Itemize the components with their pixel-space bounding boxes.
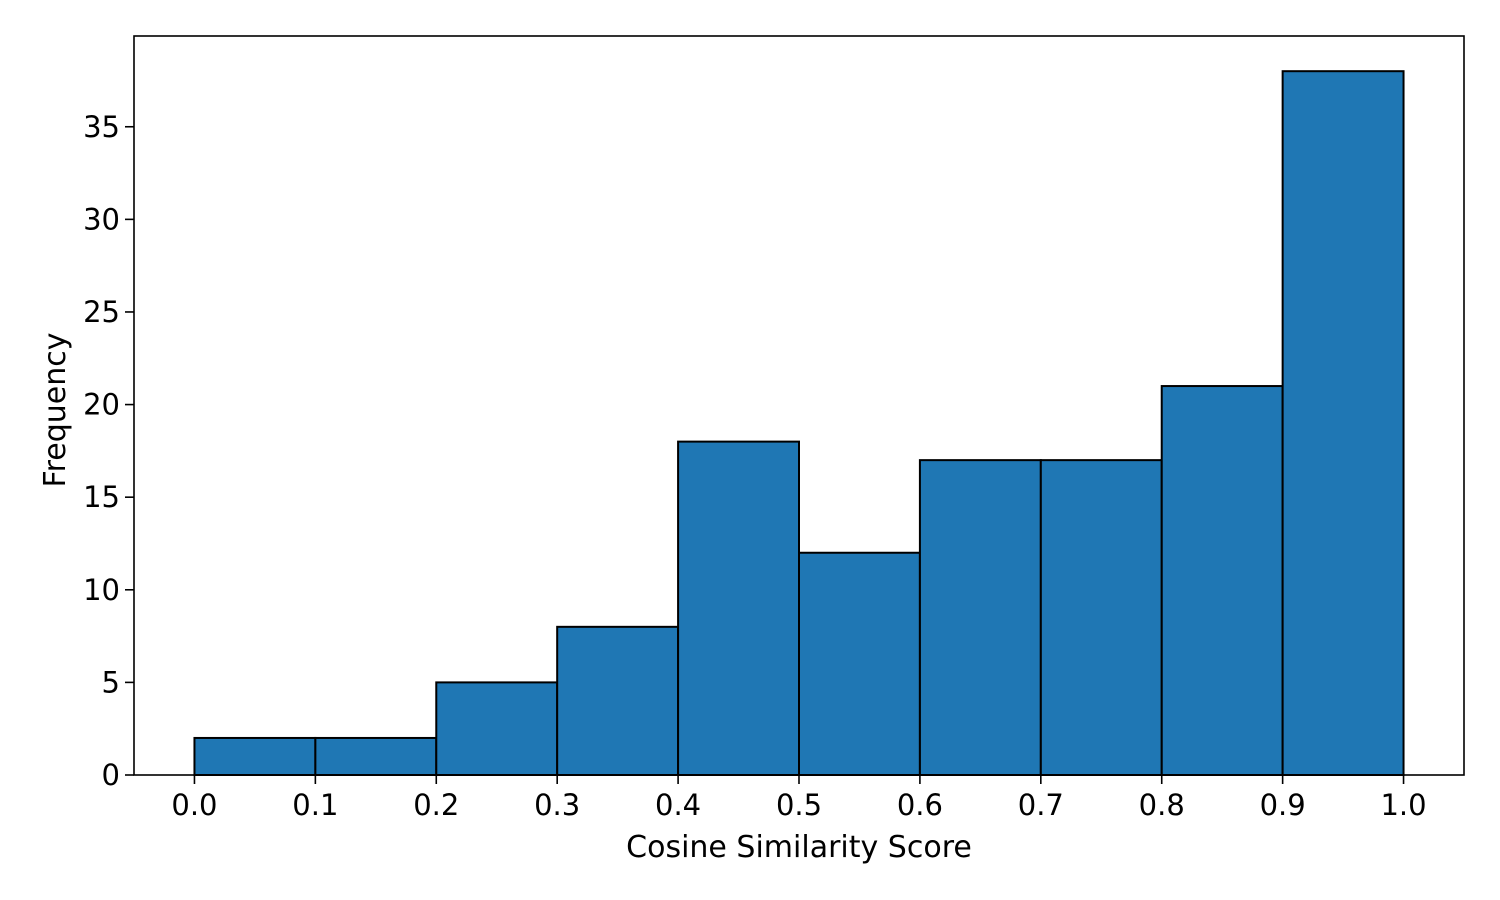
histogram-bar: [1281, 70, 1405, 776]
y-tick-label: 5: [102, 665, 120, 699]
x-tick-label: 0.7: [1018, 788, 1064, 822]
y-tick-label: 30: [83, 202, 120, 236]
x-axis-title: Cosine Similarity Score: [626, 830, 972, 865]
x-tick-label: 0.4: [655, 788, 701, 822]
bars-group: [193, 70, 1405, 777]
x-tick-label: 0.2: [413, 788, 459, 822]
histogram-bar: [798, 551, 921, 777]
x-axis-ticks: 0.0 0.1 0.2 0.3 0.4 0.5 0.6 0.7 0.8 0.9 1.0: [171, 775, 1427, 822]
y-tick-label: 25: [83, 295, 120, 329]
y-axis-ticks: 0 5 10 15 20 25 30 35: [83, 110, 134, 792]
y-tick-label: 20: [83, 388, 120, 422]
y-tick-label: 15: [83, 480, 120, 514]
x-tick-label: 0.5: [776, 788, 822, 822]
x-tick-label: 0.1: [292, 788, 338, 822]
histogram-bar: [314, 736, 438, 777]
y-tick-label: 10: [83, 573, 120, 607]
histogram-bar: [1039, 459, 1163, 776]
histogram-bar: [556, 625, 680, 777]
x-tick-label: 0.6: [897, 788, 943, 822]
histogram-bar: [918, 459, 1042, 776]
histogram-bar: [1160, 385, 1284, 776]
x-tick-label: 0.8: [1139, 788, 1185, 822]
y-tick-label: 35: [83, 110, 120, 144]
y-axis-title: Frequency: [38, 333, 73, 488]
histogram-bar: [677, 440, 800, 776]
histogram-bar: [193, 736, 317, 777]
x-tick-label: 0.9: [1260, 788, 1306, 822]
y-tick-label: 0: [102, 758, 120, 792]
x-tick-label: 1.0: [1380, 788, 1426, 822]
x-tick-label: 0.0: [171, 788, 217, 822]
x-tick-label: 0.3: [534, 788, 580, 822]
histogram-bar: [435, 681, 559, 777]
